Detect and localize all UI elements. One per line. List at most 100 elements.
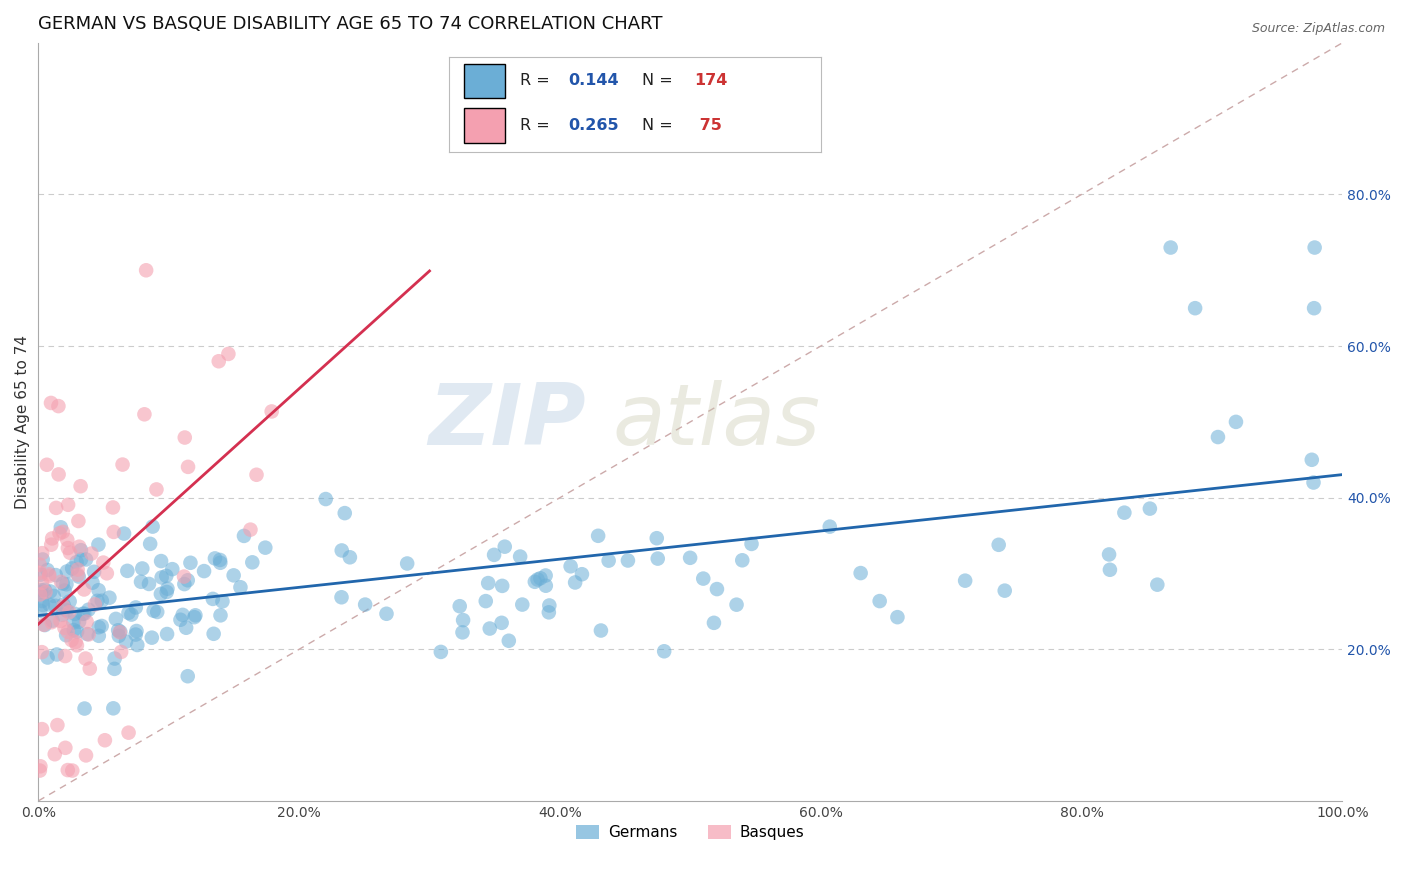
Point [741,537,763,551]
Point [51,607,73,622]
Point [31,583,53,598]
Point [849,566,872,580]
Point [571,567,593,582]
Point [110,624,132,639]
Point [129,574,152,589]
Point [211,594,233,608]
Point [115,634,138,648]
Point [60,633,83,648]
Point [652,644,675,658]
Point [44,747,66,762]
Point [34,582,56,597]
Text: GERMAN VS BASQUE DISABILITY AGE 65 TO 74 CORRELATION CHART: GERMAN VS BASQUE DISABILITY AGE 65 TO 74… [38,15,662,33]
Point [869,594,891,608]
Point [73,582,96,597]
Point [127,638,149,652]
Point [41,615,63,630]
Point [209,608,232,623]
Point [39,396,62,410]
Point [66,624,89,639]
Point [31,552,53,566]
Point [103,662,125,676]
Point [1301,452,1323,467]
Point [53,740,76,755]
Point [35,458,58,472]
Point [169,613,191,627]
Point [451,613,474,627]
Point [55,603,77,617]
Point [142,519,165,533]
Point [208,354,231,368]
Point [560,559,582,574]
Point [45,648,67,662]
Point [953,574,976,588]
Point [183,610,205,624]
Point [69,479,91,493]
Point [37,650,59,665]
Point [155,569,177,583]
Point [72,607,94,621]
Point [80,547,103,561]
Point [66,562,89,576]
Point [1303,241,1326,255]
Point [354,598,377,612]
Point [45,500,67,515]
Text: atlas: atlas [612,380,820,463]
Point [491,615,513,630]
Point [204,551,226,566]
Point [156,627,179,641]
Point [70,552,93,566]
Point [333,506,356,520]
Point [451,625,474,640]
Point [77,603,100,617]
Point [509,549,531,564]
Point [94,733,117,747]
Point [31,575,53,590]
Point [86,594,108,608]
Point [31,722,53,736]
Point [104,651,127,665]
Point [1098,548,1121,562]
Point [538,599,561,613]
Point [120,607,142,622]
Point [201,591,224,606]
Point [31,645,53,659]
Point [59,594,82,608]
Point [156,582,179,596]
Point [75,651,97,665]
Point [725,598,748,612]
Point [75,552,97,566]
Point [104,612,127,626]
Point [76,627,98,641]
Point [30,567,52,582]
Point [32,598,55,612]
Point [65,555,87,569]
Point [53,583,76,598]
Point [108,625,131,640]
Point [67,569,90,583]
Point [39,584,62,599]
Point [1184,301,1206,315]
Point [679,550,702,565]
Point [141,631,163,645]
Point [67,615,90,629]
Point [30,759,52,773]
Point [647,551,669,566]
Point [73,607,96,621]
Legend: Germans, Basques: Germans, Basques [569,819,811,847]
Point [150,554,173,568]
Point [63,607,86,621]
Point [79,662,101,676]
Point [564,575,586,590]
Point [112,526,135,541]
Point [534,579,557,593]
Point [598,554,620,568]
Point [87,629,110,643]
Point [41,532,63,546]
Point [1206,430,1229,444]
Point [1146,577,1168,591]
Text: Source: ZipAtlas.com: Source: ZipAtlas.com [1251,22,1385,36]
Point [534,568,557,582]
Point [177,574,200,588]
Point [478,622,501,636]
